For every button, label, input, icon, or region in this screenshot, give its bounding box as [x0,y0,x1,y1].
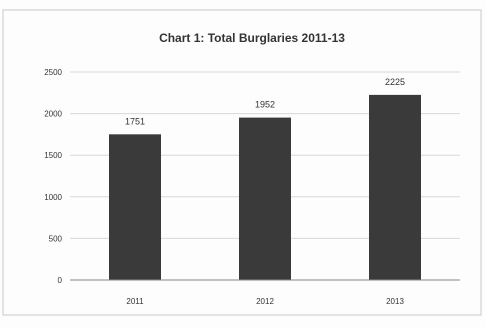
data-labels: 1751 1952 2225 [125,77,405,126]
bar [369,94,421,280]
y-axis-ticks: 0 500 1000 1500 2000 2500 [44,68,62,285]
x-tick-label: 2013 [386,297,404,306]
bars [109,94,421,280]
y-tick-label: 1000 [44,193,62,202]
y-tick-label: 500 [49,234,63,243]
y-tick-label: 0 [58,276,63,285]
x-tick-label: 2011 [126,297,144,306]
bar [239,117,291,280]
data-label: 2225 [385,77,405,87]
y-tick-label: 2000 [44,110,62,119]
y-tick-label: 1500 [44,151,62,160]
bar [109,134,161,280]
chart-title: Chart 1: Total Burglaries 2011-13 [159,31,345,45]
y-tick-label: 2500 [44,68,62,77]
data-label: 1751 [125,116,145,126]
x-tick-label: 2012 [256,297,274,306]
x-axis-ticks: 2011 2012 2013 [126,297,404,306]
data-label: 1952 [255,100,275,110]
